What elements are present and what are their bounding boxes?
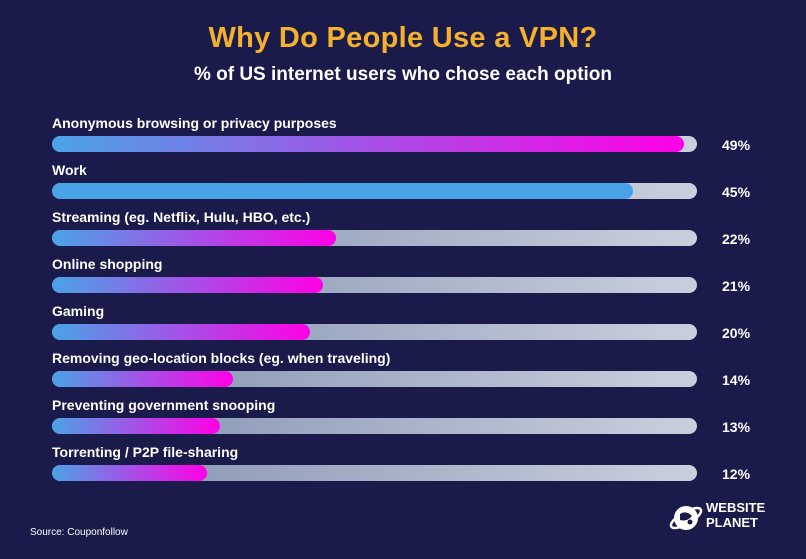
value-label: 12%: [722, 466, 751, 482]
bar-row: Work 45%: [52, 162, 772, 206]
bar: [52, 230, 336, 246]
bar: [52, 183, 633, 199]
bar-row: Torrenting / P2P file-sharing 12%: [52, 444, 772, 488]
bar: [52, 136, 685, 152]
value-label: 45%: [722, 184, 751, 200]
bar-track: [52, 277, 697, 293]
bar: [52, 324, 310, 340]
value-label: 22%: [722, 231, 751, 247]
category-label: Torrenting / P2P file-sharing: [52, 444, 239, 460]
category-label: Anonymous browsing or privacy purposes: [52, 115, 337, 131]
bar-track: [52, 465, 697, 481]
bar: [52, 465, 207, 481]
bar: [52, 371, 233, 387]
bar-row: Streaming (eg. Netflix, Hulu, HBO, etc.)…: [52, 209, 772, 253]
website-planet-logo: WEBSITE PLANET: [668, 498, 788, 538]
value-label: 14%: [722, 372, 751, 388]
bar-track: [52, 418, 697, 434]
value-label: 20%: [722, 325, 751, 341]
bar-row: Online shopping 21%: [52, 256, 772, 300]
category-label: Work: [52, 162, 87, 178]
bar-track: [52, 136, 697, 152]
logo-line-1: WEBSITE: [706, 500, 766, 515]
value-label: 49%: [722, 137, 751, 153]
category-label: Streaming (eg. Netflix, Hulu, HBO, etc.): [52, 209, 311, 225]
bar-row: Preventing government snooping 13%: [52, 397, 772, 441]
bar: [52, 277, 323, 293]
bar-row: Gaming 20%: [52, 303, 772, 347]
chart-subtitle: % of US internet users who chose each op…: [193, 64, 613, 85]
category-label: Gaming: [52, 303, 105, 319]
bar-row: Anonymous browsing or privacy purposes 49…: [52, 115, 772, 159]
value-label: 13%: [722, 419, 751, 435]
bar-track: [52, 371, 697, 387]
bar: [52, 418, 220, 434]
globe-icon: [669, 506, 703, 530]
logo-line-2: PLANET: [706, 515, 758, 530]
category-label: Online shopping: [52, 256, 163, 272]
bar-track: [52, 324, 697, 340]
value-label: 21%: [722, 278, 751, 294]
category-label: Preventing government snooping: [52, 397, 276, 413]
category-label: Removing geo-location blocks (eg. when t…: [52, 350, 391, 366]
bar-row: Removing geo-location blocks (eg. when t…: [52, 350, 772, 394]
bar-track: [52, 183, 697, 199]
bar-track: [52, 230, 697, 246]
chart-title: Why Do People Use a VPN?: [208, 22, 598, 54]
source-note: Source: Couponfollow: [30, 527, 128, 538]
